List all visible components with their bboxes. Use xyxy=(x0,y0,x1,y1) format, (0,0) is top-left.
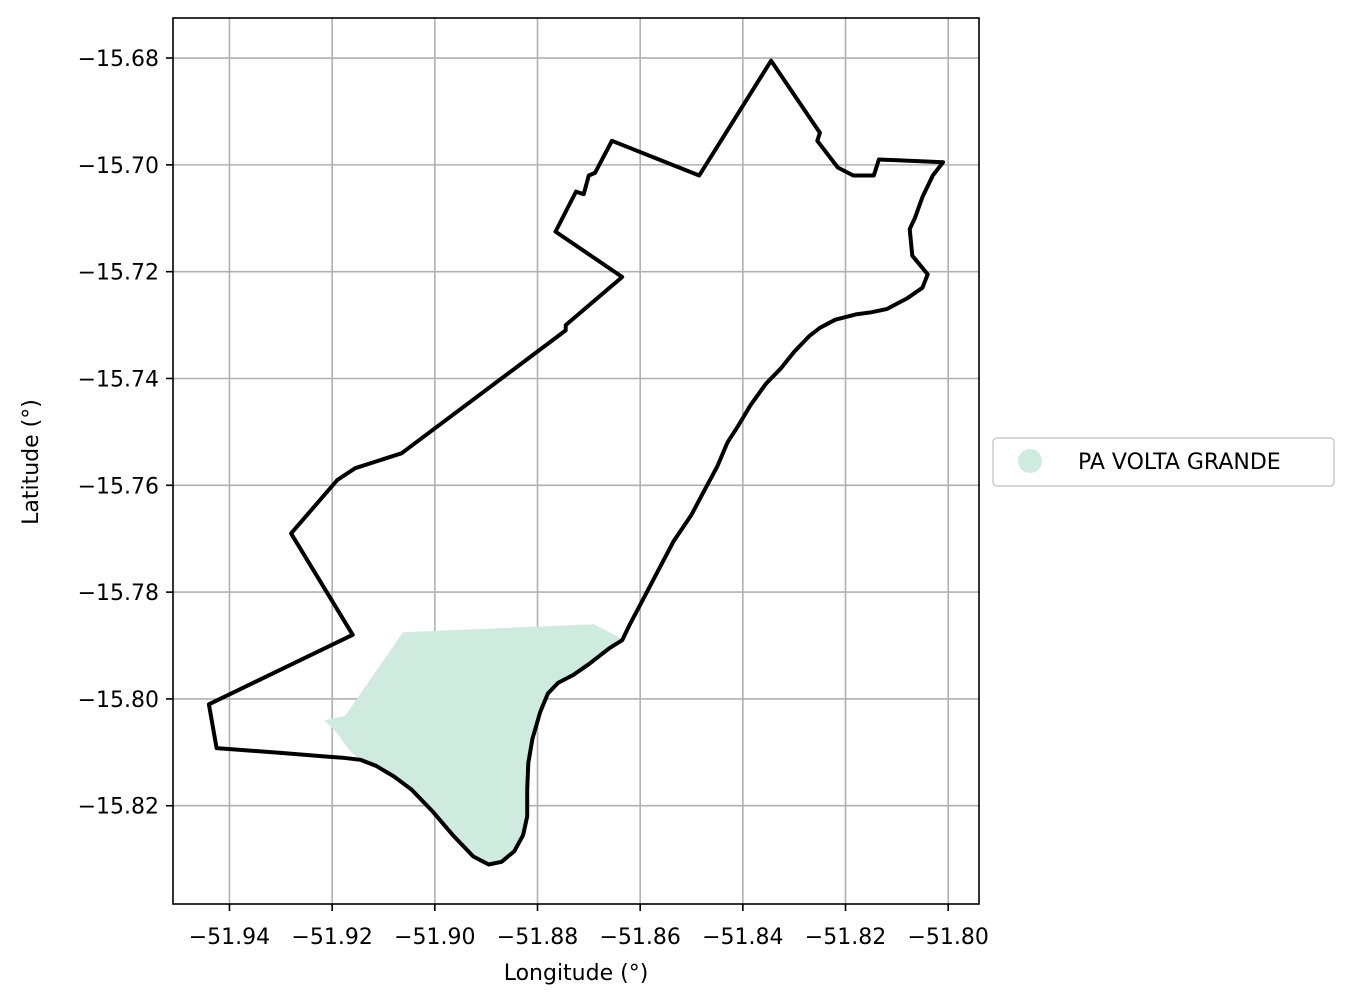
x-tick-label: −51.80 xyxy=(907,925,988,950)
y-tick-label: −15.80 xyxy=(78,688,159,713)
x-tick-label: −51.92 xyxy=(291,925,372,950)
y-tick-label: −15.70 xyxy=(78,154,159,179)
x-axis-label: Longitude (°) xyxy=(504,961,649,986)
y-axis-label: Latitude (°) xyxy=(19,399,44,525)
x-tick-label: −51.90 xyxy=(394,925,475,950)
y-tick-label: −15.82 xyxy=(78,795,159,820)
x-tick-label: −51.86 xyxy=(599,925,680,950)
x-tick-label: −51.82 xyxy=(805,925,886,950)
y-tick-label: −15.76 xyxy=(78,474,159,499)
x-tick-label: −51.88 xyxy=(497,925,578,950)
y-tick-label: −15.68 xyxy=(78,47,159,72)
axes-background xyxy=(173,18,979,904)
y-tick-label: −15.74 xyxy=(78,367,159,392)
legend-label-pa-volta-grande: PA VOLTA GRANDE xyxy=(1078,450,1281,475)
plot-area xyxy=(173,18,979,904)
x-tick-label: −51.94 xyxy=(189,925,270,950)
y-tick-label: −15.78 xyxy=(78,581,159,606)
legend: PA VOLTA GRANDE xyxy=(993,438,1334,486)
y-tick-label: −15.72 xyxy=(78,261,159,286)
x-tick-label: −51.84 xyxy=(702,925,783,950)
legend-marker-pa-volta-grande xyxy=(1018,449,1042,473)
